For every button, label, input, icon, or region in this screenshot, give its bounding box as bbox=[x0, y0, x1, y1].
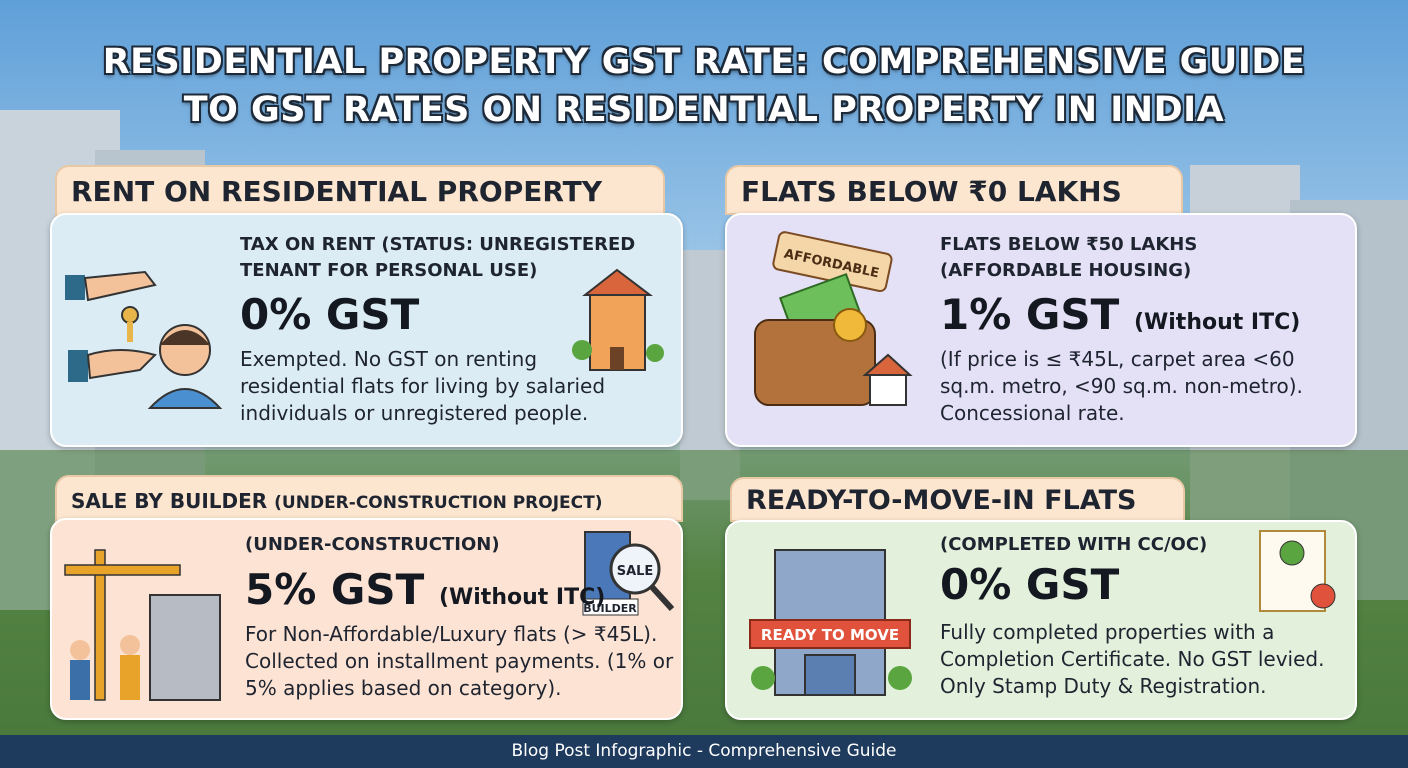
rate-note: (Without ITC) bbox=[1133, 310, 1301, 335]
card-description: (If price is ≤ ₹45L, carpet area <60 sq.… bbox=[940, 347, 1303, 425]
card-subtitle: TAX ON RENT (STATUS: UNREGISTERED TENANT… bbox=[240, 234, 636, 281]
card-heading: READY-TO-MOVE-IN FLATS bbox=[730, 477, 1185, 522]
icon-label: BUILDER bbox=[583, 602, 637, 615]
gst-rate-value: 5% GST bbox=[245, 565, 425, 614]
certificate-icon bbox=[1259, 530, 1336, 612]
icon-label: SALE bbox=[617, 564, 654, 579]
heading-note: (UNDER-CONSTRUCTION PROJECT) bbox=[274, 493, 603, 513]
house-icon bbox=[572, 268, 664, 371]
card-description: For Non-Affordable/Luxury flats (> ₹45L)… bbox=[245, 622, 674, 700]
card-heading: RENT ON RESIDENTIAL PROPERTY bbox=[55, 165, 665, 217]
icon-label: READY TO MOVE bbox=[761, 626, 899, 644]
card-subtitle: (UNDER-CONSTRUCTION) bbox=[245, 534, 500, 555]
rent-icon bbox=[65, 270, 223, 409]
gst-rate-value: 1% GST bbox=[940, 290, 1120, 339]
title-line: RESIDENTIAL PROPERTY GST RATE: COMPREHEN… bbox=[102, 42, 1306, 82]
card-description: Fully completed properties with a Comple… bbox=[940, 620, 1325, 698]
gst-rate: 5% GST (Without ITC) bbox=[245, 565, 605, 614]
card-heading: SALE BY BUILDER (UNDER-CONSTRUCTION PROJ… bbox=[55, 475, 683, 522]
card-subtitle: FLATS BELOW ₹50 LAKHS (AFFORDABLE HOUSIN… bbox=[940, 234, 1198, 281]
heading-text: SALE BY BUILDER bbox=[71, 489, 268, 513]
card-description: Exempted. No GST on renting residential … bbox=[240, 347, 606, 425]
title-line: TO GST RATES ON RESIDENTIAL PROPERTY IN … bbox=[183, 90, 1225, 130]
affordable-icon: AFFORDABLE bbox=[754, 231, 913, 406]
gst-rate: 0% GST bbox=[240, 290, 420, 339]
card-subtitle: (COMPLETED WITH CC/OC) bbox=[940, 534, 1208, 555]
construction-icon bbox=[64, 549, 221, 701]
footer: Blog Post Infographic - Comprehensive Gu… bbox=[0, 735, 1408, 768]
rate-note: (Without ITC) bbox=[438, 585, 606, 610]
gst-rate: 1% GST (Without ITC) bbox=[940, 290, 1300, 339]
builder-sale-icon: SALE BUILDER bbox=[582, 531, 675, 616]
gst-rate: 0% GST bbox=[940, 560, 1120, 609]
card-heading: FLATS BELOW ₹0 LAKHS bbox=[725, 165, 1183, 215]
ready-icon: READY TO MOVE bbox=[749, 549, 912, 696]
